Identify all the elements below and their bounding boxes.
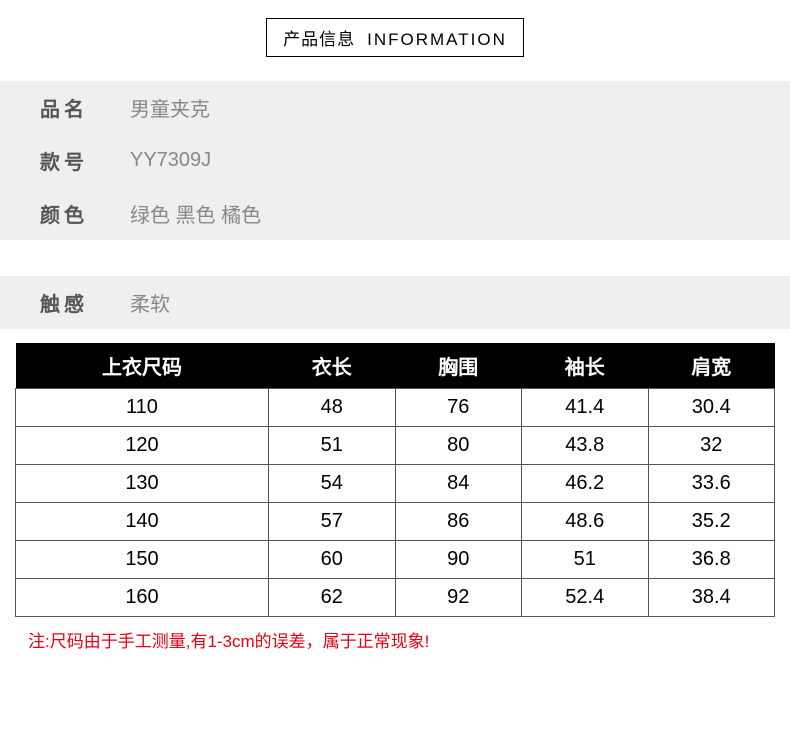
size-table-header: 衣长 xyxy=(269,343,396,389)
note-text: 注:尺码由于手工测量,有1-3cm的误差，属于正常现象! xyxy=(0,617,790,666)
info-value-name: 男童夹克 xyxy=(130,93,210,122)
table-cell: 84 xyxy=(395,465,522,503)
table-cell: 36.8 xyxy=(648,541,775,579)
header-title-box: 产品信息 INFORMATION xyxy=(266,18,524,57)
header-title-cn: 产品信息 xyxy=(283,30,355,49)
info-value-feel: 柔软 xyxy=(130,288,170,317)
table-row: 140578648.635.2 xyxy=(16,503,775,541)
table-cell: 150 xyxy=(16,541,269,579)
table-cell: 38.4 xyxy=(648,579,775,617)
info-value-color: 绿色 黑色 橘色 xyxy=(130,199,261,228)
size-table-body: 110487641.430.4120518043.832130548446.23… xyxy=(16,389,775,617)
info-label-color: 颜色 xyxy=(40,199,130,228)
table-cell: 160 xyxy=(16,579,269,617)
info-block-2: 触感 柔软 xyxy=(0,276,790,329)
size-table-header: 肩宽 xyxy=(648,343,775,389)
table-cell: 51 xyxy=(269,427,396,465)
info-row: 颜色 绿色 黑色 橘色 xyxy=(0,187,790,240)
table-cell: 62 xyxy=(269,579,396,617)
table-cell: 57 xyxy=(269,503,396,541)
table-cell: 48 xyxy=(269,389,396,427)
table-row: 130548446.233.6 xyxy=(16,465,775,503)
table-cell: 90 xyxy=(395,541,522,579)
table-cell: 32 xyxy=(648,427,775,465)
size-table-header: 袖长 xyxy=(522,343,649,389)
table-cell: 33.6 xyxy=(648,465,775,503)
table-cell: 41.4 xyxy=(522,389,649,427)
info-block-1: 品名 男童夹克 款号 YY7309J 颜色 绿色 黑色 橘色 xyxy=(0,81,790,240)
table-cell: 52.4 xyxy=(522,579,649,617)
table-row: 110487641.430.4 xyxy=(16,389,775,427)
table-cell: 46.2 xyxy=(522,465,649,503)
table-cell: 48.6 xyxy=(522,503,649,541)
info-label-feel: 触感 xyxy=(40,288,130,317)
header-title-container: 产品信息 INFORMATION xyxy=(0,0,790,81)
table-cell: 60 xyxy=(269,541,396,579)
info-label-model: 款号 xyxy=(40,146,130,175)
table-row: 120518043.832 xyxy=(16,427,775,465)
table-cell: 54 xyxy=(269,465,396,503)
table-cell: 80 xyxy=(395,427,522,465)
info-row: 品名 男童夹克 xyxy=(0,81,790,134)
size-table-header: 上衣尺码 xyxy=(16,343,269,389)
table-cell: 43.8 xyxy=(522,427,649,465)
size-table-header: 胸围 xyxy=(395,343,522,389)
size-table-header-row: 上衣尺码 衣长 胸围 袖长 肩宽 xyxy=(16,343,775,389)
table-cell: 35.2 xyxy=(648,503,775,541)
table-cell: 51 xyxy=(522,541,649,579)
table-cell: 140 xyxy=(16,503,269,541)
info-row: 触感 柔软 xyxy=(0,276,790,329)
size-table: 上衣尺码 衣长 胸围 袖长 肩宽 110487641.430.412051804… xyxy=(15,343,775,617)
header-title-en: INFORMATION xyxy=(367,30,507,49)
table-cell: 30.4 xyxy=(648,389,775,427)
info-value-model: YY7309J xyxy=(130,149,211,172)
table-cell: 130 xyxy=(16,465,269,503)
table-cell: 92 xyxy=(395,579,522,617)
table-cell: 120 xyxy=(16,427,269,465)
table-cell: 86 xyxy=(395,503,522,541)
gap xyxy=(0,240,790,276)
table-cell: 110 xyxy=(16,389,269,427)
info-label-name: 品名 xyxy=(40,93,130,122)
table-cell: 76 xyxy=(395,389,522,427)
table-row: 160629252.438.4 xyxy=(16,579,775,617)
info-row: 款号 YY7309J xyxy=(0,134,790,187)
table-row: 15060905136.8 xyxy=(16,541,775,579)
